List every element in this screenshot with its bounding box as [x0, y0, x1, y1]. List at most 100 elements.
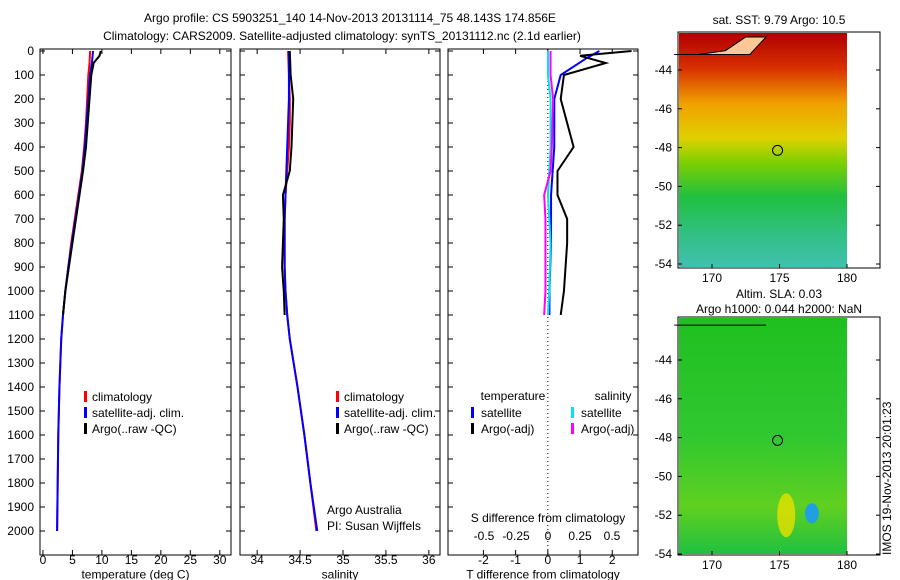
sla-map: 170 175 180 -44 -46 -48 -50 -52 -54 Altim. SLA: 0…: [655, 287, 881, 572]
temperature-panel: 0 5 10 15 20 25 30 temperature (deg C) 0 100 200 30…: [7, 44, 232, 580]
y-tick-label: -50: [655, 179, 673, 193]
legend-label: Argo(..raw -QC): [92, 422, 177, 436]
y-tick-label: -44: [655, 353, 673, 367]
x-tick-label: 170: [702, 558, 722, 572]
top-x-tick-label: 0.5: [604, 529, 621, 543]
x-tick-label: 0: [40, 553, 47, 567]
map-title: Altim. SLA: 0.03: [736, 287, 822, 301]
y-tick-label: 2000: [7, 524, 34, 538]
y-tick-label: 0: [27, 44, 34, 58]
series-line-2: [546, 51, 552, 316]
x-tick-label: -1: [510, 553, 521, 567]
y-tick-label: -48: [655, 431, 673, 445]
x-tick-label: 180: [837, 271, 857, 285]
y-tick-label: 1600: [7, 428, 34, 442]
figure-subtitle: Climatology: CARS2009. Satellite-adjuste…: [103, 29, 581, 43]
x-tick-label: 170: [702, 271, 722, 285]
y-tick-label: -44: [655, 63, 673, 77]
y-tick-label: 1900: [7, 500, 34, 514]
x-tick-label: 34.5: [288, 553, 312, 567]
plot-frame: [239, 48, 441, 556]
map-subtitle: Argo h1000: 0.044 h2000: NaN: [696, 302, 862, 316]
plot-frame: [447, 48, 639, 556]
legend-label: Argo(..raw -QC): [344, 422, 429, 436]
y-tick-label: 500: [14, 164, 34, 178]
map-field: [679, 318, 847, 554]
x-tick-label: 30: [213, 553, 227, 567]
legend-title: salinity: [595, 389, 632, 403]
x-axis-label: salinity: [322, 568, 359, 580]
legend-swatch: [471, 407, 474, 418]
top-x-tick-label: -0.25: [502, 529, 530, 543]
y-tick-label: 700: [14, 212, 34, 226]
x-tick-label: 35: [336, 553, 350, 567]
salinity-panel: 34 34.5 35 35.5 36 salinity climatology satelli…: [239, 48, 441, 580]
x-tick-label: 0: [544, 553, 551, 567]
series-line-1: [283, 51, 319, 532]
y-tick-label: 600: [14, 188, 34, 202]
y-tick-label: 1800: [7, 476, 34, 490]
y-tick-label: 1200: [7, 332, 34, 346]
y-tick-label: 200: [14, 92, 34, 106]
y-tick-label: 800: [14, 236, 34, 250]
sst-map: 170 175 180 -44 -46 -48 -50 -52 -54 sat. SST: 9.7…: [655, 13, 881, 285]
legend-title: temperature: [481, 389, 546, 403]
series-line-3: [543, 51, 555, 316]
legend-label: satellite: [581, 406, 622, 420]
y-tick-label: -48: [655, 141, 673, 155]
y-tick-label: -46: [655, 392, 673, 406]
plot-frame: [39, 48, 232, 556]
legend-label: satellite: [481, 406, 522, 420]
y-tick-label: -54: [655, 257, 673, 271]
legend-swatch: [336, 423, 339, 434]
profile-location-marker: [772, 434, 784, 446]
y-tick-label: 100: [14, 68, 34, 82]
legend-label: Argo(-adj): [581, 422, 634, 436]
legend-swatch: [571, 407, 574, 418]
y-tick-label: -52: [655, 218, 673, 232]
x-tick-label: 175: [769, 271, 789, 285]
land: [674, 36, 768, 55]
x-tick-label: 36: [422, 553, 436, 567]
y-tick-label: 1700: [7, 452, 34, 466]
y-tick-label: 1000: [7, 284, 34, 298]
y-tick-label: 400: [14, 140, 34, 154]
map-field: [679, 33, 847, 267]
top-x-tick-label: 0.25: [568, 529, 592, 543]
sla-anomaly: [777, 493, 796, 538]
y-tick-label: 900: [14, 260, 34, 274]
difference-panel: -2 -1 0 1 2T difference from climatology -0.5…: [447, 48, 639, 580]
profile-location-marker: [772, 144, 784, 156]
top-x-tick-label: 0: [545, 529, 552, 543]
legend-label: Argo(-adj): [481, 422, 534, 436]
series-line-1: [556, 50, 632, 316]
legend-swatch: [336, 391, 339, 402]
x-tick-label: 10: [95, 553, 109, 567]
legend-label: satellite-adj. clim.: [92, 406, 184, 420]
legend-label: climatology: [92, 390, 152, 404]
legend-label: climatology: [344, 390, 404, 404]
timestamp-stamp: IMOS 19-Nov-2013 20:01:23: [880, 401, 894, 555]
x-tick-label: 2: [609, 553, 616, 567]
series-line-2: [61, 50, 102, 316]
y-tick-label: 1300: [7, 356, 34, 370]
y-tick-label: 1500: [7, 404, 34, 418]
legend-swatch: [471, 423, 474, 434]
legend-label: satellite-adj. clim.: [344, 406, 436, 420]
annotation: PI: Susan Wijffels: [327, 519, 421, 533]
x-axis-label: T difference from climatology: [466, 568, 620, 580]
top-x-tick-label: -0.5: [474, 529, 495, 543]
figure-title: Argo profile: CS 5903251_140 14-Nov-2013…: [144, 11, 556, 25]
top-x-axis-label: S difference from climatology: [471, 511, 626, 525]
y-tick-label: -52: [655, 508, 673, 522]
legend-swatch: [571, 423, 574, 434]
legend-swatch: [84, 423, 87, 434]
x-tick-label: 180: [837, 558, 857, 572]
y-tick-label: -54: [655, 547, 673, 561]
legend-swatch: [336, 407, 339, 418]
x-tick-label: 5: [69, 553, 76, 567]
x-tick-label: 25: [184, 553, 198, 567]
x-tick-label: 34: [250, 553, 264, 567]
sla-anomaly: [804, 503, 819, 524]
